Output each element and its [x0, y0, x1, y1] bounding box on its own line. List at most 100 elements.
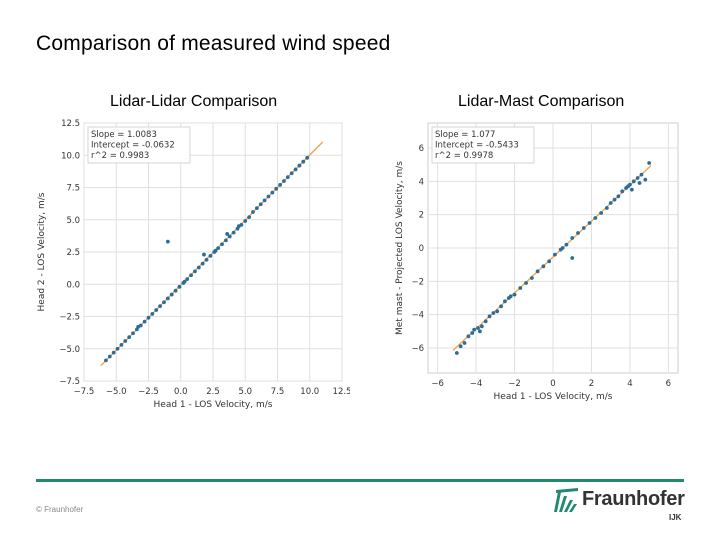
- legend-box: [431, 126, 535, 164]
- y-tick-label: 2: [419, 211, 424, 221]
- data-point: [547, 259, 552, 264]
- y-axis-label: Met mast - Projected LOS Velocity, m/s: [395, 161, 405, 335]
- data-point: [220, 242, 224, 247]
- data-point: [262, 198, 267, 203]
- y-tick-label: 5.0: [66, 216, 80, 226]
- data-point: [216, 246, 221, 251]
- data-point: [524, 281, 528, 285]
- data-point: [639, 172, 644, 177]
- data-point: [150, 312, 155, 316]
- data-point: [208, 253, 213, 258]
- data-point: [508, 294, 513, 299]
- data-point: [136, 324, 141, 329]
- data-point: [560, 246, 565, 250]
- data-point: [479, 324, 484, 329]
- data-point: [470, 331, 475, 335]
- data-point: [297, 163, 302, 168]
- data-point: [107, 354, 112, 359]
- y-tick-label: −2: [411, 277, 424, 287]
- lidar-lidar-subtitle: Lidar-Lidar Comparison: [110, 93, 278, 110]
- x-tick-label: −2.5: [138, 387, 159, 397]
- data-point: [483, 319, 488, 324]
- data-point: [512, 292, 517, 297]
- data-point: [254, 206, 259, 211]
- data-point: [458, 344, 463, 349]
- lidar-mast-chart: −6 −4 −2 0 2 4 6 6 4 2 0 −2 −4 −6 Head 1 - LOS Velocit…: [395, 122, 679, 402]
- x-tick-label: −5.0: [106, 387, 127, 397]
- data-point: [177, 284, 182, 289]
- data-point: [472, 327, 477, 332]
- legend-entry: Slope = 1.0083: [91, 130, 157, 140]
- data-point: [604, 206, 609, 210]
- data-point: [169, 292, 174, 297]
- x-tick-label: 6: [666, 379, 671, 389]
- data-point: [647, 161, 652, 165]
- y-tick-label: 0.0: [66, 280, 80, 290]
- data-point: [131, 331, 135, 336]
- y-tick-label: 7.5: [66, 184, 80, 194]
- data-point: [266, 194, 271, 199]
- data-point: [165, 239, 170, 244]
- data-point: [213, 248, 218, 253]
- y-tick-label: 10.0: [61, 151, 80, 161]
- y-tick-label: 12.5: [61, 119, 80, 129]
- data-point: [104, 358, 108, 363]
- data-point: [146, 315, 151, 320]
- data-point: [599, 211, 603, 215]
- x-tick-label: −7.5: [74, 387, 95, 397]
- x-tick-label: 0: [550, 379, 555, 389]
- x-tick-label: 12.5: [333, 387, 350, 397]
- data-point: [643, 177, 648, 182]
- data-point: [462, 341, 467, 345]
- data-point: [200, 261, 205, 266]
- x-axis-label: Head 1 - LOS Velocity, m/s: [494, 392, 613, 402]
- x-tick-label: −4: [470, 379, 483, 389]
- data-point: [293, 167, 298, 172]
- logo-wordmark: Fraunhofer: [582, 488, 685, 510]
- lidar-mast-subtitle: Lidar-Mast Comparison: [458, 93, 625, 110]
- data-point: [487, 314, 492, 319]
- footer-divider: [36, 479, 684, 482]
- data-point: [289, 171, 294, 176]
- data-point: [196, 265, 201, 270]
- data-point: [173, 288, 178, 293]
- logo-institute: IJK: [669, 513, 682, 522]
- legend-entry: Intercept = -0.0632: [91, 141, 175, 151]
- data-point: [225, 232, 230, 236]
- data-point: [495, 309, 500, 314]
- data-point: [202, 252, 206, 257]
- data-point: [204, 257, 209, 262]
- data-point: [593, 216, 598, 220]
- data-point: [499, 304, 503, 309]
- y-tick-label: −5.0: [59, 345, 80, 355]
- copyright-text: © Fraunhofer: [36, 505, 84, 514]
- fraunhofer-logo-icon: [554, 488, 578, 512]
- data-point: [182, 279, 187, 284]
- y-tick-label: 0: [419, 244, 424, 254]
- data-point: [587, 221, 592, 225]
- data-point: [165, 296, 170, 301]
- legend-entry: Intercept = -0.5433: [435, 141, 519, 151]
- data-point: [570, 236, 575, 240]
- data-point: [127, 335, 132, 340]
- x-tick-label: 10.0: [300, 387, 319, 397]
- data-point: [224, 238, 228, 243]
- data-point: [227, 234, 232, 239]
- data-point: [278, 183, 282, 187]
- data-point: [476, 326, 480, 330]
- data-point: [301, 159, 306, 164]
- page-title: Comparison of measured wind speed: [36, 32, 391, 55]
- legend-entry: r^2 = 0.9983: [91, 151, 149, 161]
- data-point: [193, 269, 197, 274]
- data-point: [189, 273, 193, 278]
- data-point: [635, 176, 640, 180]
- data-point: [111, 350, 116, 355]
- x-tick-label: 7.5: [271, 387, 285, 397]
- x-tick-label: 4: [627, 379, 632, 389]
- data-point: [570, 256, 575, 260]
- data-point: [251, 210, 255, 214]
- y-tick-label: −4: [411, 311, 424, 321]
- data-point: [258, 202, 263, 207]
- data-point: [123, 339, 128, 343]
- x-tick-label: −6: [431, 379, 444, 389]
